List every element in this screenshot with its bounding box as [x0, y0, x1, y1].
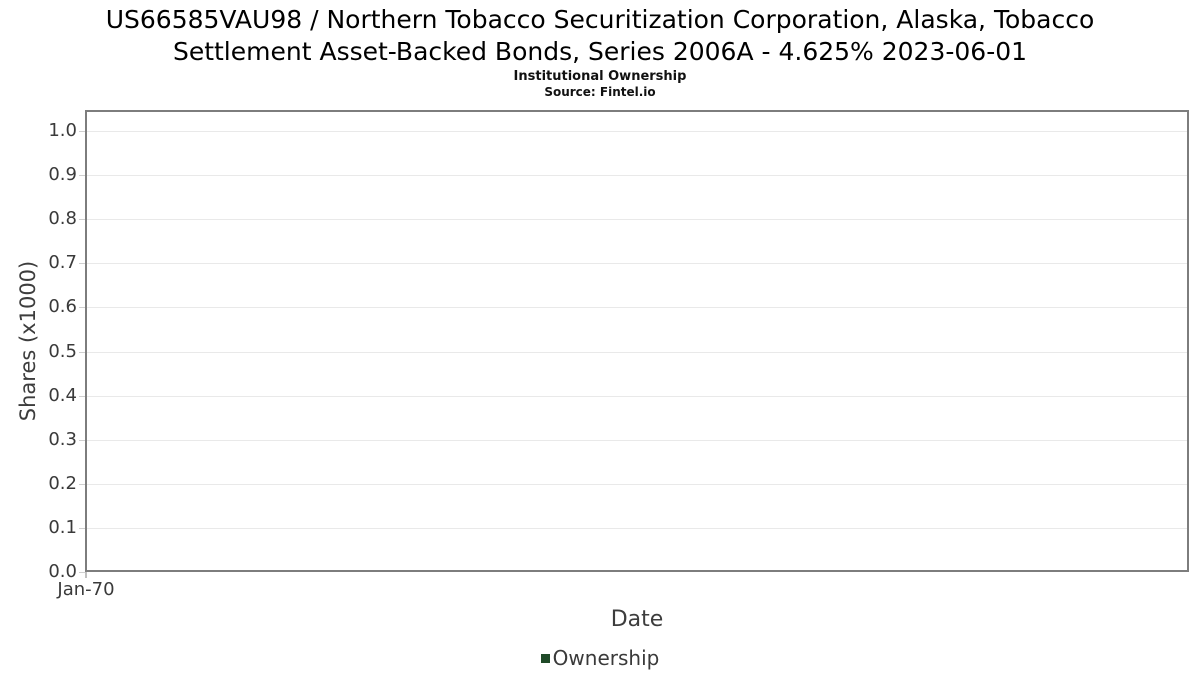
x-tick-label: Jan-70	[57, 579, 115, 600]
y-tick-label: 0.1	[48, 517, 85, 538]
y-tick-label: 0.0	[48, 562, 85, 582]
legend-marker-icon	[540, 654, 550, 663]
gridline	[87, 527, 1187, 529]
gridline	[87, 175, 1187, 177]
chart-title: US66585VAU98 / Northern Tobacco Securiti…	[0, 4, 1200, 68]
x-axis-title: Date	[610, 607, 664, 632]
legend-item-label: Ownership	[552, 646, 660, 670]
gridline	[87, 307, 1187, 309]
gridline	[87, 439, 1187, 441]
y-tick-label: 1.0	[48, 121, 85, 141]
gridline	[87, 483, 1187, 485]
y-tick-label: 0.4	[48, 385, 85, 406]
gridline	[87, 263, 1187, 265]
chart-title-line1: US66585VAU98 / Northern Tobacco Securiti…	[105, 5, 1095, 34]
y-tick-label: 0.6	[48, 297, 85, 317]
y-axis-tick-labels: 1.0 0.9 0.8 0.7 0.6 0.5 0.4 0.3 0.2 0.1 …	[0, 121, 85, 582]
y-tick-label: 0.8	[48, 209, 85, 229]
y-tick-label: 0.5	[48, 341, 85, 362]
chart-title-line2: Settlement Asset-Backed Bonds, Series 20…	[172, 37, 1028, 66]
y-tick-label: 0.3	[48, 429, 85, 450]
chart-source-credit: Source: Fintel.io	[544, 85, 656, 99]
plot-area	[85, 110, 1189, 572]
gridlines	[87, 131, 1187, 570]
gridline	[87, 219, 1187, 221]
y-tick-label: 0.7	[48, 253, 85, 273]
gridline	[87, 131, 1187, 132]
legend-item-ownership[interactable]: Ownership	[540, 646, 660, 670]
gridline	[87, 351, 1187, 353]
y-tick-label: 0.9	[48, 165, 85, 185]
y-tick-label: 0.2	[48, 473, 85, 494]
x-tick-mark	[85, 572, 87, 578]
gridline	[87, 395, 1187, 397]
chart-subtitle: Institutional Ownership	[513, 69, 687, 84]
legend: Ownership	[0, 646, 1200, 670]
